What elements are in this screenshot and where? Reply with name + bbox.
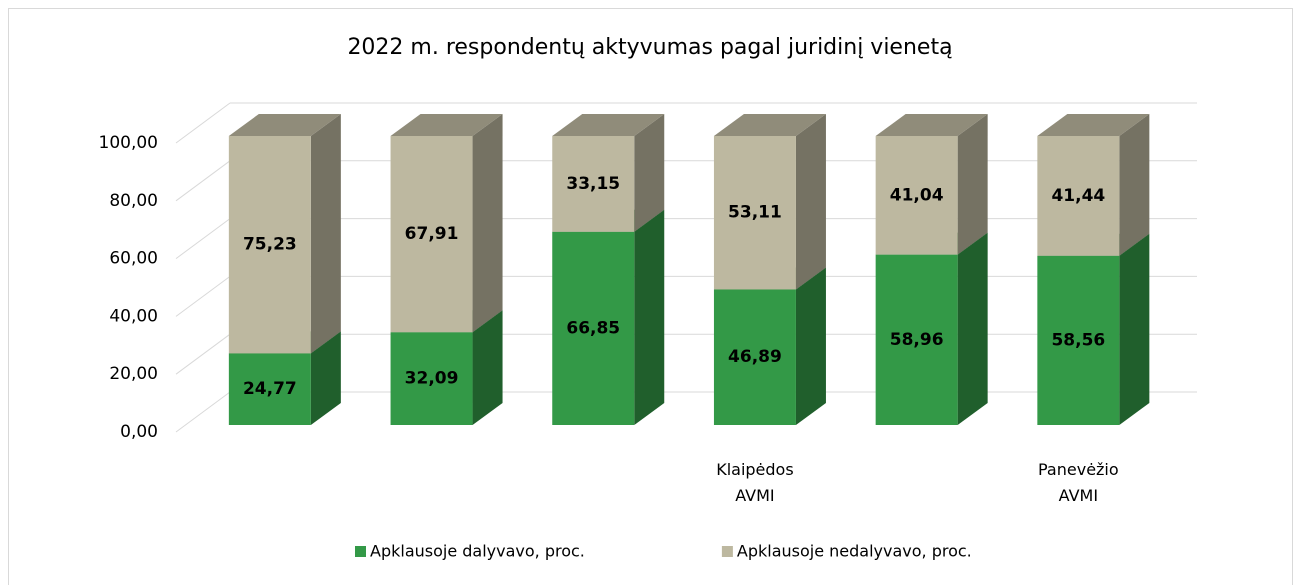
data-label: 66,85 <box>566 318 620 338</box>
bar-top <box>1037 114 1150 136</box>
bar <box>713 136 796 290</box>
legend-swatch <box>721 546 733 557</box>
data-label: 58,56 <box>1051 330 1105 350</box>
x-tick-line: Panevėžio <box>1038 460 1119 479</box>
bar-side <box>795 114 826 290</box>
bar-side <box>472 310 503 425</box>
x-tick-line: Klaipėdos <box>716 460 793 479</box>
chart-title: 2022 m. respondentų aktyvumas pagal juri… <box>347 35 952 60</box>
bar-side <box>634 209 665 425</box>
bar-side <box>310 331 341 425</box>
y-tick-label: 0,00 <box>120 422 158 442</box>
x-tick-label: Panevėžio AVMI <box>1038 460 1119 505</box>
bar-side <box>957 114 988 255</box>
y-tick-label: 20,00 <box>109 364 158 384</box>
data-label: 32,09 <box>405 369 459 389</box>
grid-line-side <box>175 218 231 260</box>
x-tick-label: Klaipėdos AVMI <box>716 460 793 505</box>
data-label: 41,04 <box>890 185 944 205</box>
bar <box>875 136 958 255</box>
y-tick-label: 100,00 <box>99 133 158 153</box>
bar-side <box>634 114 665 232</box>
data-label: 41,44 <box>1051 186 1105 206</box>
x-tick-line: AVMI <box>1059 486 1098 505</box>
grid-line-side <box>175 333 231 375</box>
legend-label: Apklausoje nedalyvavo, proc. <box>737 542 972 561</box>
bar <box>228 353 311 425</box>
bar-top <box>390 114 503 136</box>
bar <box>1037 255 1120 425</box>
bar <box>1037 136 1120 256</box>
bar-top <box>713 114 826 136</box>
bar-top <box>228 114 341 136</box>
bar <box>228 136 311 354</box>
grid-line-side <box>175 275 231 317</box>
data-label: 58,96 <box>890 330 944 350</box>
bar <box>390 332 473 425</box>
bar <box>390 136 473 333</box>
bar-side <box>957 232 988 425</box>
bar-top <box>552 114 665 136</box>
y-tick-label: 80,00 <box>109 191 158 211</box>
bar-side <box>310 114 341 354</box>
data-label: 53,11 <box>728 203 782 223</box>
y-tick-label: 60,00 <box>109 249 158 269</box>
bar-side <box>1119 114 1150 256</box>
y-tick-label: 40,00 <box>109 306 158 326</box>
legend-label: Apklausoje dalyvavo, proc. <box>370 542 585 561</box>
bar-side <box>795 267 826 425</box>
grid-line-side <box>175 102 231 144</box>
grid-line-side <box>175 391 231 433</box>
bar <box>552 136 635 232</box>
legend-swatch <box>355 546 366 557</box>
data-label: 33,15 <box>566 174 620 194</box>
data-label: 67,91 <box>405 224 459 244</box>
bar-side <box>1119 233 1150 425</box>
data-label: 46,89 <box>728 347 782 367</box>
data-label: 75,23 <box>243 235 297 255</box>
grid-line-side <box>175 160 231 202</box>
x-tick-line: AVMI <box>735 486 774 505</box>
bar-top <box>875 114 988 136</box>
data-label: 24,77 <box>243 379 297 399</box>
bar <box>875 254 958 425</box>
bar <box>552 231 635 425</box>
bar <box>713 289 796 425</box>
bar-side <box>472 114 503 333</box>
